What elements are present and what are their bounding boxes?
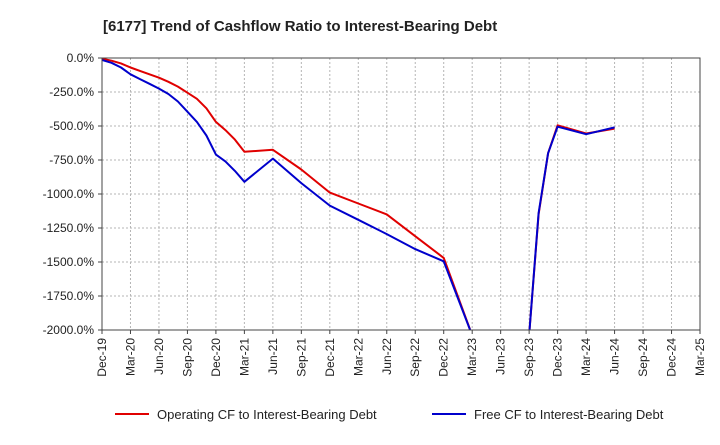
y-tick-label: 0.0% [67, 51, 95, 65]
y-tick-label: -1000.0% [43, 187, 95, 201]
y-tick-label: -250.0% [49, 85, 94, 99]
y-tick-label: -750.0% [49, 153, 94, 167]
y-tick-label: -2000.0% [43, 323, 95, 337]
x-tick-label: Sep-22 [408, 338, 422, 377]
x-tick-label: Sep-24 [636, 338, 650, 377]
y-tick-label: -1250.0% [43, 221, 95, 235]
x-tick-label: Dec-20 [209, 338, 223, 377]
series-lines [102, 58, 615, 330]
x-tick-label: Dec-19 [95, 338, 109, 377]
x-tick-label: Jun-23 [494, 338, 508, 375]
plot-frame [101, 57, 701, 331]
legend-label-2: Free CF to Interest-Bearing Debt [474, 407, 664, 422]
series-line-1 [102, 58, 615, 330]
x-tick-label: Dec-22 [437, 338, 451, 377]
x-tick-label: Jun-20 [152, 338, 166, 375]
x-tick-label: Mar-21 [237, 338, 251, 376]
x-tick-label: Mar-20 [123, 338, 137, 376]
y-tick-label: -1750.0% [43, 289, 95, 303]
x-tick-label: Sep-21 [294, 338, 308, 377]
x-tick-label: Dec-23 [551, 338, 565, 377]
y-axis: 0.0% -250.0% -500.0% -750.0% -1000.0% -1250.0… [43, 51, 102, 337]
legend-label-1: Operating CF to Interest-Bearing Debt [157, 407, 377, 422]
x-tick-label: Mar-22 [351, 338, 365, 376]
x-tick-label: Mar-25 [693, 338, 707, 376]
x-tick-label: Mar-24 [579, 338, 593, 376]
y-tick-label: -500.0% [49, 119, 94, 133]
y-tick-label: -1500.0% [43, 255, 95, 269]
x-tick-label: Sep-23 [522, 338, 536, 377]
x-axis: Dec-19 Mar-20 Jun-20 Sep-20 Dec-20 Mar-21 Jun-… [95, 330, 707, 377]
x-tick-label: Mar-23 [465, 338, 479, 376]
series-line-2 [102, 59, 615, 330]
x-tick-label: Dec-24 [665, 338, 679, 377]
legend: Operating CF to Interest-Bearing Debt Fre… [115, 407, 664, 422]
x-tick-label: Dec-21 [323, 338, 337, 377]
chart-title: [6177] Trend of Cashflow Ratio to Intere… [103, 18, 497, 35]
x-tick-label: Jun-22 [380, 338, 394, 375]
grid [101, 57, 701, 331]
x-tick-label: Jun-21 [266, 338, 280, 375]
x-tick-label: Jun-24 [608, 338, 622, 375]
x-tick-label: Sep-20 [180, 338, 194, 377]
